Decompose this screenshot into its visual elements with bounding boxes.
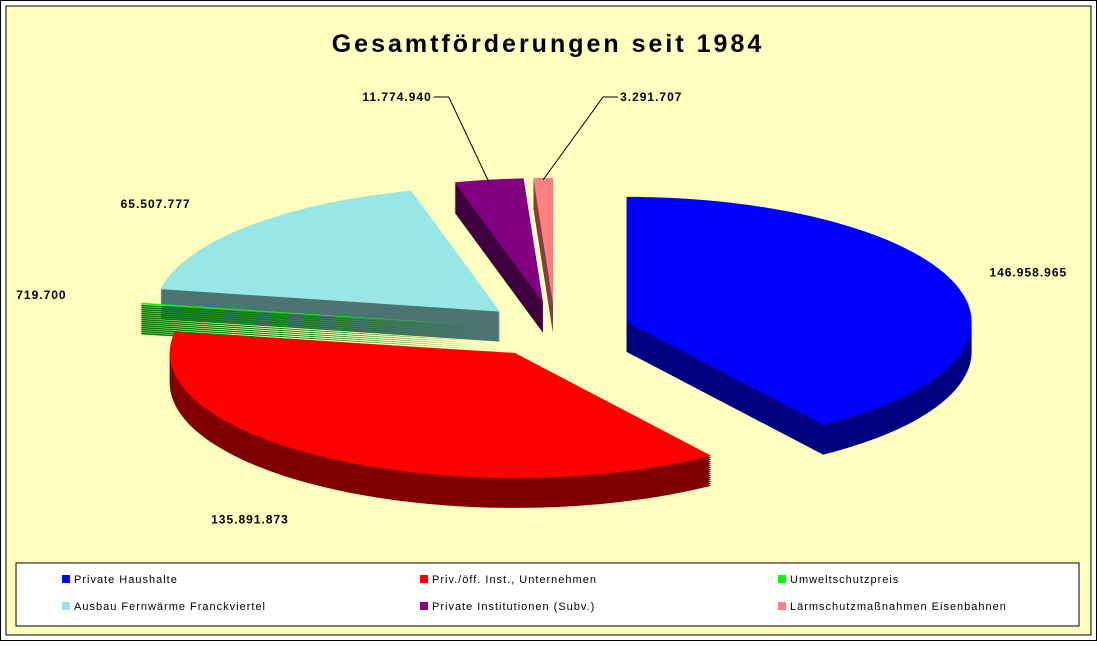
slice-side <box>141 316 482 340</box>
legend-swatch <box>62 602 70 610</box>
slice <box>160 190 500 312</box>
leader-line <box>433 96 490 182</box>
slice <box>533 177 553 303</box>
slice <box>169 332 712 478</box>
legend-label: Priv./öff. Inst., Unternehmen <box>432 574 597 586</box>
data-label: 135.891.873 <box>211 513 289 527</box>
data-label: 65.507.777 <box>121 197 191 211</box>
legend-swatch <box>778 602 786 610</box>
slice-side <box>141 314 482 338</box>
legend-swatch <box>420 602 428 610</box>
slice-side <box>141 306 482 330</box>
slice-side <box>141 322 482 346</box>
legend-label: Ausbau Fernwärme Franckviertel <box>74 601 266 613</box>
slice <box>454 178 544 304</box>
chart-title: Gesamtförderungen seit 1984 <box>332 30 765 58</box>
legend <box>15 562 1080 627</box>
data-label: 11.774.940 <box>362 90 431 104</box>
slice-side <box>141 304 482 328</box>
legend-label: Private Haushalte <box>74 574 178 586</box>
legend-label: Umweltschutzpreis <box>790 574 899 586</box>
slice-side <box>141 326 482 350</box>
data-label: 719.700 <box>16 288 66 302</box>
legend-label: Lärmschutzmaßnahmen Eisenbahnen <box>790 601 1007 613</box>
slice <box>141 302 482 326</box>
slice <box>626 196 972 425</box>
legend-swatch <box>420 575 428 583</box>
slice-side <box>141 324 482 348</box>
legend-swatch <box>778 575 786 583</box>
leader-line <box>542 96 619 181</box>
data-label: 146.958.965 <box>989 265 1067 279</box>
slice-side <box>141 312 482 336</box>
legend-swatch <box>62 575 70 583</box>
data-label: 3.291.707 <box>620 90 682 104</box>
slice-side <box>141 308 482 332</box>
pie <box>141 177 972 508</box>
slice-side <box>141 318 482 342</box>
slice-side <box>141 320 482 344</box>
slice-side <box>141 310 482 334</box>
legend-label: Private Institutionen (Subv.) <box>432 601 595 613</box>
